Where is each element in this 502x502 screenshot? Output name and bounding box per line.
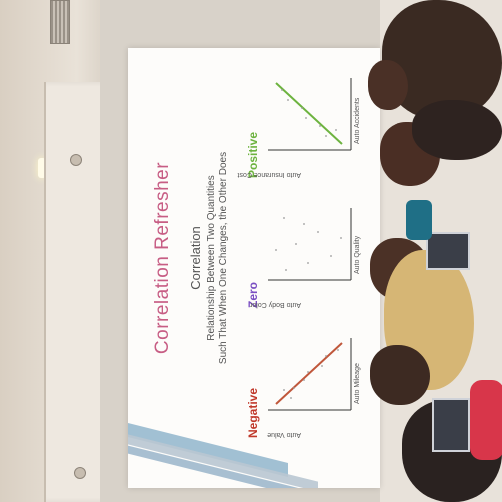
door-knob-bottom (74, 467, 86, 479)
plot-negative-y-axis: Auto Value (267, 431, 301, 438)
laptop (432, 398, 470, 452)
scatter-points (275, 217, 342, 271)
scatter-points (283, 349, 339, 399)
plot-positive-x-axis: Auto Accidents (354, 97, 361, 144)
description-line-2: Such That When One Changes, the Other Do… (218, 151, 229, 365)
plot-positive: Positive Auto Insurance Cost Auto Accide… (238, 68, 366, 178)
plot-zero-chart (268, 208, 352, 281)
audience-teal-shirt (406, 200, 432, 240)
plot-zero-x-axis: Auto Quality (354, 235, 361, 274)
door-knob-top (70, 154, 82, 166)
scatter-points (281, 89, 337, 137)
trend-line (275, 342, 343, 405)
projection-screen: Correlation Refresher Correlation Relati… (128, 48, 380, 488)
audience-head (368, 60, 408, 110)
description-line-1: Relationship Between Two Quantities (206, 175, 217, 341)
wall-vent (50, 0, 70, 44)
audience-head (370, 345, 430, 405)
plot-zero-y-axis: Auto Body Color (250, 301, 301, 308)
slide-description: Relationship Between Two Quantities Such… (206, 88, 230, 428)
plot-zero: Zero Auto Body Color Auto Quality (246, 198, 366, 308)
slide-title: Correlation Refresher (152, 161, 173, 355)
plot-positive-chart (268, 78, 352, 151)
plot-negative: Negative Auto Value Auto Mileage (246, 328, 366, 438)
audience (362, 0, 502, 502)
wall-light (38, 158, 46, 178)
slide-subtitle: Correlation (188, 226, 203, 290)
laptop (426, 232, 470, 270)
audience-red-shirt (470, 380, 502, 460)
plot-negative-chart (268, 338, 352, 411)
plot-positive-y-axis: Auto Insurance Cost (237, 171, 301, 178)
slide-content: Correlation Refresher Correlation Relati… (128, 48, 380, 488)
trend-line (275, 82, 343, 145)
audience-head (412, 100, 502, 160)
plot-negative-x-axis: Auto Mileage (354, 363, 361, 404)
